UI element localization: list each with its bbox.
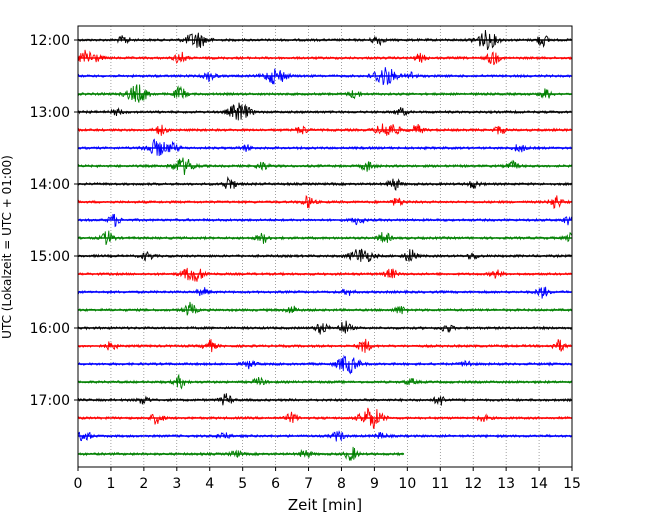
y-tick-label: 16:00 [30,321,70,337]
x-tick-label: 13 [497,476,515,492]
trace-1545 [77,301,572,316]
x-tick-label: 5 [238,476,247,492]
x-tick-label: 9 [370,476,379,492]
x-tick-label: 11 [431,476,449,492]
seismogram-traces [77,30,572,461]
x-axis-ticks: 0 1 2 3 4 5 6 7 8 9 10 11 12 13 14 15 [74,467,581,492]
x-tick-label: 8 [337,476,346,492]
trace-1515 [77,267,572,282]
plot-frame [77,25,573,468]
x-tick-label: 14 [530,476,548,492]
y-tick-label: 14:00 [30,177,70,193]
x-tick-label: 2 [139,476,148,492]
x-tick-label: 7 [304,476,313,492]
y-tick-label: 15:00 [30,249,70,265]
x-tick-label: 12 [464,476,482,492]
y-axis-ticks: 12:00 13:00 14:00 15:00 16:00 17:00 [30,33,78,409]
y-tick-label: 17:00 [30,393,70,409]
trace-1630 [77,354,572,375]
y-axis-title: UTC (Lokalzeit = UTC + 01:00) [0,155,14,339]
x-tick-label: 15 [563,476,581,492]
x-tick-label: 6 [271,476,280,492]
x-tick-label: 1 [106,476,115,492]
y-tick-label: 13:00 [30,105,70,121]
x-axis-title: Zeit [min] [288,496,362,514]
y-tick-label: 12:00 [30,33,70,49]
x-tick-label: 10 [398,476,416,492]
x-tick-label: 3 [172,476,181,492]
x-tick-label: 4 [205,476,214,492]
x-tick-label: 0 [74,476,83,492]
